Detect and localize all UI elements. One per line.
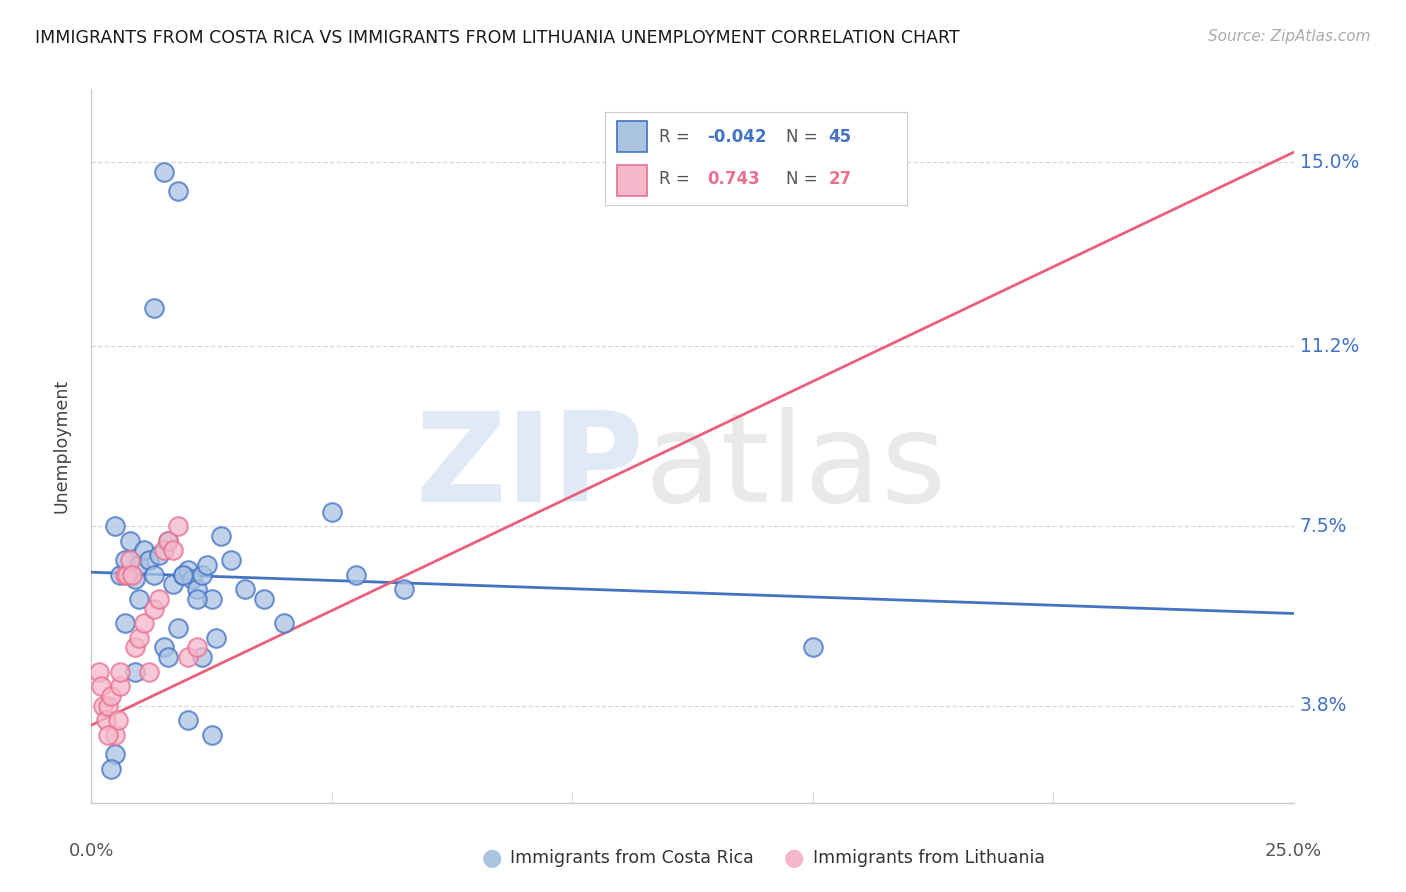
Point <box>801 640 824 655</box>
Text: 7.5%: 7.5% <box>1299 516 1347 535</box>
Point <box>233 582 256 597</box>
Point <box>321 504 343 518</box>
Text: N =: N = <box>786 128 817 145</box>
Point <box>142 601 165 615</box>
Point <box>162 543 184 558</box>
FancyBboxPatch shape <box>617 120 647 152</box>
Text: ●: ● <box>482 847 502 870</box>
Text: R =: R = <box>659 128 690 145</box>
Point <box>107 713 129 727</box>
Point <box>104 747 127 762</box>
Point <box>253 591 276 606</box>
Point <box>157 533 180 548</box>
Point <box>121 567 143 582</box>
Point <box>110 679 132 693</box>
Text: 15.0%: 15.0% <box>1299 153 1358 171</box>
Point <box>128 558 150 572</box>
Point <box>128 631 150 645</box>
Text: IMMIGRANTS FROM COSTA RICA VS IMMIGRANTS FROM LITHUANIA UNEMPLOYMENT CORRELATION: IMMIGRANTS FROM COSTA RICA VS IMMIGRANTS… <box>35 29 960 47</box>
Point <box>152 543 174 558</box>
Point <box>344 567 367 582</box>
Text: 0.743: 0.743 <box>707 170 761 188</box>
Point <box>124 573 146 587</box>
Point <box>110 567 132 582</box>
Point <box>191 650 214 665</box>
Text: Immigrants from Costa Rica: Immigrants from Costa Rica <box>510 849 754 867</box>
Text: 25.0%: 25.0% <box>1265 842 1322 860</box>
Text: R =: R = <box>659 170 690 188</box>
Point <box>392 582 415 597</box>
Point <box>152 640 174 655</box>
Point <box>162 577 184 591</box>
Point <box>117 567 139 582</box>
Point <box>142 301 165 315</box>
Point <box>118 553 141 567</box>
Point <box>172 567 194 582</box>
Point <box>97 698 120 713</box>
Y-axis label: Unemployment: Unemployment <box>52 379 70 513</box>
Text: 0.0%: 0.0% <box>69 842 114 860</box>
Point <box>167 621 190 635</box>
Point <box>124 640 146 655</box>
Point <box>181 573 204 587</box>
Point <box>157 650 180 665</box>
Point <box>93 698 115 713</box>
Point <box>94 713 117 727</box>
Point <box>142 567 165 582</box>
Point <box>186 640 208 655</box>
Point <box>273 616 295 631</box>
Text: Source: ZipAtlas.com: Source: ZipAtlas.com <box>1208 29 1371 45</box>
Point <box>148 548 170 562</box>
Point <box>114 616 136 631</box>
Text: 45: 45 <box>828 128 852 145</box>
Point <box>191 567 214 582</box>
Point <box>138 665 160 679</box>
Point <box>167 519 190 533</box>
Text: ZIP: ZIP <box>416 408 644 528</box>
Point <box>138 553 160 567</box>
Point <box>114 553 136 567</box>
Text: N =: N = <box>786 170 817 188</box>
Text: 3.8%: 3.8% <box>1299 697 1347 715</box>
Point <box>87 665 110 679</box>
Point <box>124 665 146 679</box>
Point <box>100 762 122 776</box>
Text: ●: ● <box>785 847 804 870</box>
Point <box>186 582 208 597</box>
Text: 11.2%: 11.2% <box>1299 337 1358 356</box>
Point <box>148 591 170 606</box>
Point <box>195 558 218 572</box>
Point <box>128 591 150 606</box>
Text: 27: 27 <box>828 170 852 188</box>
Point <box>186 591 208 606</box>
Point <box>104 519 127 533</box>
Point <box>104 728 127 742</box>
Point <box>157 533 180 548</box>
Point <box>110 665 132 679</box>
Point <box>176 563 198 577</box>
Point <box>200 591 222 606</box>
Point <box>219 553 242 567</box>
Point <box>167 184 190 198</box>
Text: -0.042: -0.042 <box>707 128 766 145</box>
Point <box>172 567 194 582</box>
FancyBboxPatch shape <box>617 165 647 196</box>
Point <box>97 728 120 742</box>
Point <box>100 689 122 703</box>
Text: Immigrants from Lithuania: Immigrants from Lithuania <box>813 849 1045 867</box>
Point <box>209 529 232 543</box>
Point <box>205 631 228 645</box>
Text: atlas: atlas <box>644 408 946 528</box>
Point <box>90 679 112 693</box>
Point <box>134 616 156 631</box>
Point <box>176 650 198 665</box>
Point <box>200 728 222 742</box>
Point <box>176 713 198 727</box>
Point <box>134 543 156 558</box>
Point <box>118 533 141 548</box>
Point <box>152 165 174 179</box>
Point <box>114 567 136 582</box>
